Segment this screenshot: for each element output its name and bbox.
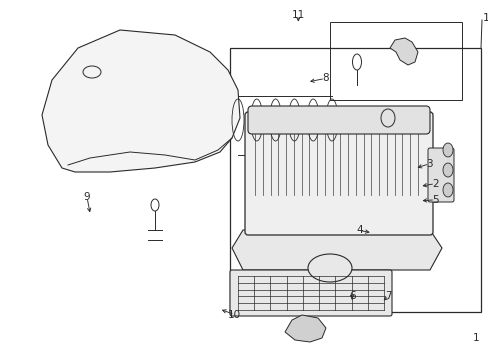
Polygon shape [389, 38, 417, 65]
Ellipse shape [442, 183, 452, 197]
Text: 4: 4 [355, 225, 362, 235]
Ellipse shape [307, 254, 351, 282]
Text: 1: 1 [472, 333, 479, 343]
Bar [329, 22, 461, 100]
Polygon shape [42, 30, 240, 172]
Text: 1: 1 [482, 13, 488, 23]
Bar [229, 48, 480, 312]
Text: 11: 11 [291, 10, 305, 20]
Text: 10: 10 [228, 310, 241, 320]
Text: 5: 5 [431, 195, 438, 205]
FancyBboxPatch shape [247, 106, 429, 134]
Polygon shape [285, 315, 325, 342]
FancyBboxPatch shape [244, 112, 432, 235]
Ellipse shape [442, 143, 452, 157]
FancyBboxPatch shape [229, 270, 391, 316]
Polygon shape [309, 155, 371, 192]
Text: 3: 3 [425, 159, 432, 169]
Text: 2: 2 [431, 179, 438, 189]
Text: 8: 8 [321, 73, 328, 84]
Polygon shape [231, 230, 441, 270]
Ellipse shape [442, 163, 452, 177]
Text: 6: 6 [348, 291, 355, 301]
FancyBboxPatch shape [427, 148, 453, 202]
Text: 7: 7 [385, 291, 391, 301]
Text: 9: 9 [83, 192, 90, 202]
